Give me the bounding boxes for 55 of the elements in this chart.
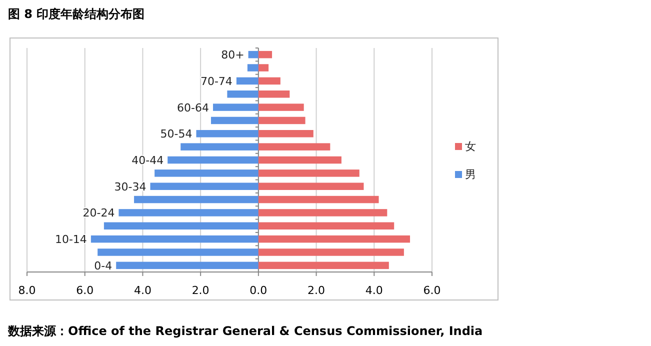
bar — [258, 50, 272, 58]
legend-label: 女 — [465, 140, 476, 153]
bar — [258, 248, 404, 256]
x-tick-label: 0.0 — [250, 284, 268, 297]
bar — [196, 130, 258, 138]
legend-label: 男 — [465, 168, 476, 181]
y-tick-label: 40-44 — [132, 154, 164, 167]
bar — [154, 170, 258, 177]
bar — [180, 143, 258, 150]
bar — [258, 130, 314, 138]
bar — [258, 64, 269, 72]
chart-title: 图 8 印度年龄结构分布图 — [8, 7, 145, 21]
bar — [258, 235, 410, 243]
y-tick-label: 10-14 — [54, 233, 87, 246]
x-tick-label: 4.0 — [365, 284, 383, 297]
bar — [247, 64, 258, 72]
bar — [258, 156, 342, 164]
bar — [258, 90, 290, 98]
x-tick-label: 2.0 — [192, 284, 210, 297]
bar — [258, 104, 304, 111]
bar — [236, 77, 258, 85]
bar — [248, 50, 258, 58]
bar — [258, 196, 379, 204]
bar — [168, 156, 258, 164]
bar — [227, 90, 258, 98]
bar — [150, 182, 258, 190]
bar — [116, 262, 258, 270]
bar — [90, 235, 258, 243]
x-tick-label: 6.0 — [423, 284, 441, 297]
bar — [118, 209, 258, 216]
bar — [258, 209, 388, 216]
x-tick-label: 8.0 — [18, 284, 36, 297]
bar — [258, 222, 394, 230]
bar — [258, 77, 280, 85]
x-tick-label: 6.0 — [76, 284, 94, 297]
x-tick-label: 2.0 — [308, 284, 326, 297]
bar — [258, 170, 360, 177]
y-tick-label: 60-64 — [177, 101, 210, 114]
bar — [213, 104, 258, 111]
y-tick-label: 80+ — [221, 48, 244, 62]
bar — [258, 143, 330, 150]
bar — [210, 116, 258, 124]
bar — [258, 182, 364, 190]
bar — [258, 262, 389, 270]
x-tick-label: 4.0 — [134, 284, 152, 297]
bar — [258, 116, 306, 124]
bar — [134, 196, 258, 204]
y-tick-label: 30-34 — [114, 180, 146, 194]
y-tick-label: 20-24 — [82, 206, 115, 220]
bar — [104, 222, 258, 230]
y-tick-label: 70-74 — [200, 74, 232, 88]
y-tick-label: 0-4 — [94, 259, 112, 272]
bar — [98, 248, 258, 256]
source-note: 数据来源：Office of the Registrar General & Census Commissioner, India — [7, 324, 483, 338]
y-tick-label: 50-54 — [160, 128, 192, 141]
